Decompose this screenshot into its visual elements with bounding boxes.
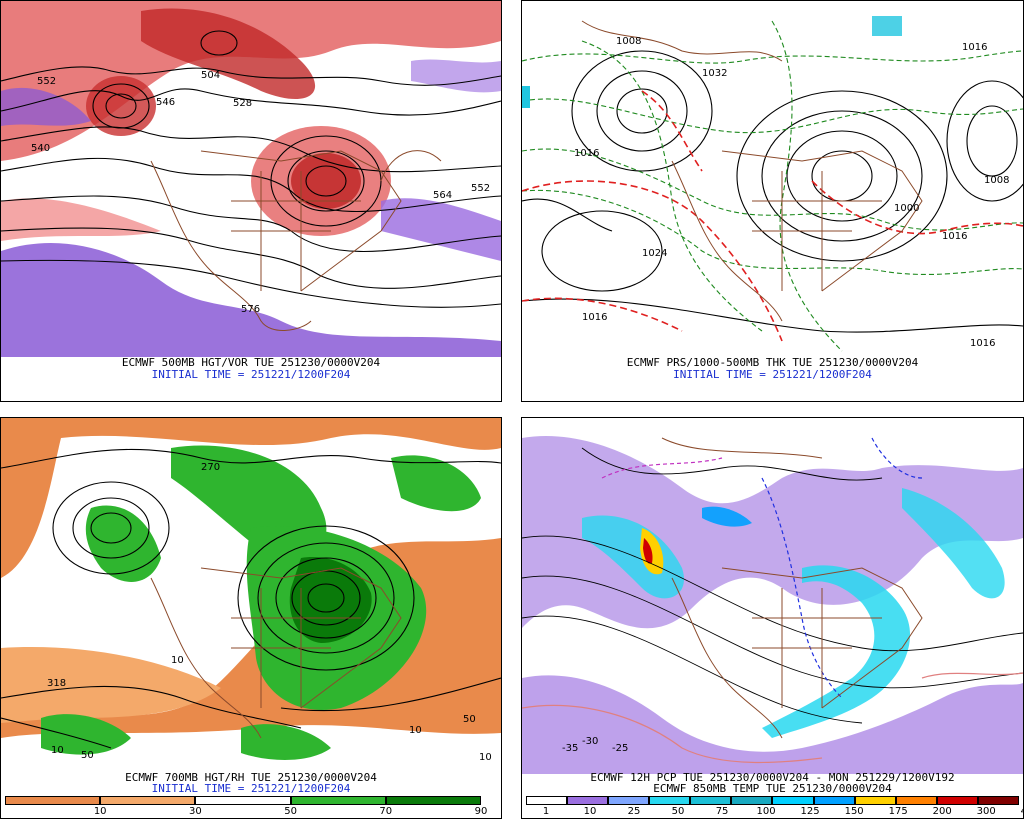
map-precip-temp: -35 -30 -25 [522,418,1023,774]
contour-label: 552 [37,76,56,87]
contour-label: 50 [81,750,94,761]
contour-label: 552 [471,183,490,194]
colorbar-swatch [649,796,691,805]
contour-label: 10 [409,725,422,736]
contour-label: 1008 [616,36,641,47]
colorbar-swatch [731,796,773,805]
initial-time-label: INITIAL TIME = 251221/1200F204 [151,368,351,381]
contour-label: 528 [233,98,252,109]
colorbar-tick-label: 10 [93,806,107,817]
colorbar-swatch [290,796,386,805]
panel-caption: ECMWF 12H PCP TUE 251230/0000V204 - MON … [590,771,955,784]
contour-label: 1016 [942,231,967,242]
colorbar-tick-label: 30 [189,806,202,817]
contour-label: -35 [562,743,578,754]
contour-label: 1032 [702,68,727,79]
colorbar-swatch [772,796,814,805]
contour-label: -30 [582,736,598,747]
colorbar-tick-label: 90 [474,806,488,817]
panel-prs-thickness: 1016 1024 1032 1016 1008 1000 1016 1008 … [521,0,1024,402]
contour-label: 50 [463,714,476,725]
colorbar-swatch [567,796,609,805]
colorbar-swatch [100,796,196,805]
contour-label: 564 [433,190,452,201]
colorbar-swatch [813,796,855,805]
rh-colorbar-swatches [5,796,481,805]
colorbar-tick-label: 10 [583,806,597,817]
colorbar-tick-label: 300 [976,806,996,817]
colorbar-swatch [385,796,481,805]
colorbar-swatch [526,796,568,805]
colorbar-tick-label: 200 [932,806,952,817]
initial-time-label: INITIAL TIME = 251221/1200F204 [673,368,872,381]
contour-label: 10 [171,655,184,666]
panel-700mb-hgt-rh: 318 270 10 50 10 50 10 10 ECMWF 700MB HG… [0,417,502,819]
colorbar-swatch [936,796,978,805]
colorbar-tick-label: 50 [671,806,685,817]
colorbar-swatch [5,796,101,805]
contour-label: 576 [241,304,260,315]
colorbar-swatch [690,796,732,805]
map-700mb-rh: 318 270 10 50 10 50 10 10 [1,418,501,774]
initial-time-label: INITIAL TIME = 251221/1200F204 [151,782,351,795]
contour-label: 1008 [984,175,1009,186]
contour-label: 1016 [962,42,987,53]
map-500mb-vorticity: 552 540 546 504 528 564 552 576 [1,1,501,357]
contour-label: 540 [31,143,50,154]
contour-label: 270 [201,462,220,473]
contour-label: 1024 [642,248,667,259]
colorbar-tick-label: 125 [800,806,820,817]
colorbar-tick-label: 175 [888,806,908,817]
map-pressure-thickness: 1016 1024 1032 1016 1008 1000 1016 1008 … [522,1,1023,357]
contour-label: 318 [47,678,66,689]
colorbar-tick-label: 1 [542,806,550,817]
contour-label: 1016 [970,338,995,349]
colorbar-tick-label: 50 [284,806,297,817]
contour-label: 546 [156,97,175,108]
colorbar-swatch [195,796,291,805]
contour-label: 1016 [574,148,599,159]
colorbar-swatch [854,796,896,805]
colorbar-tick-label: 400 [1020,806,1024,817]
precip-colorbar-swatches [526,796,1019,805]
colorbar-tick-label: 100 [756,806,776,817]
rh-colorbar: 10 30 50 70 90 [1,796,501,818]
contour-label: 10 [479,752,492,763]
contour-label: 10 [51,745,64,756]
colorbar-swatch [977,796,1019,805]
colorbar-tick-label: 25 [627,806,641,817]
precip-colorbar: 1 10 25 50 75 100 125 150 175 200 300 400 [522,796,1024,818]
panel-caption-secondary: ECMWF 850MB TEMP TUE 251230/0000V204 [653,782,892,795]
colorbar-swatch [608,796,650,805]
colorbar-tick-label: 150 [844,806,864,817]
colorbar-swatch [895,796,937,805]
contour-label: -25 [612,743,628,754]
panel-caption: ECMWF PRS/1000-500MB THK TUE 251230/0000… [626,356,919,369]
panel-caption: ECMWF 700MB HGT/RH TUE 251230/0000V204 [125,771,377,784]
colorbar-tick-label: 70 [379,806,393,817]
contour-label: 1000 [894,203,919,214]
contour-label: 1016 [582,312,607,323]
panel-precip-850mb-temp: -35 -30 -25 ECMWF 12H PCP TUE 251230/000… [521,417,1024,819]
panel-caption: ECMWF 500MB HGT/VOR TUE 251230/0000V204 [121,356,381,369]
colorbar-tick-label: 75 [715,806,729,817]
panel-500mb-hgt-vor: 552 540 546 504 528 564 552 576 ECMWF 50… [0,0,502,402]
contour-label: 504 [201,70,220,81]
